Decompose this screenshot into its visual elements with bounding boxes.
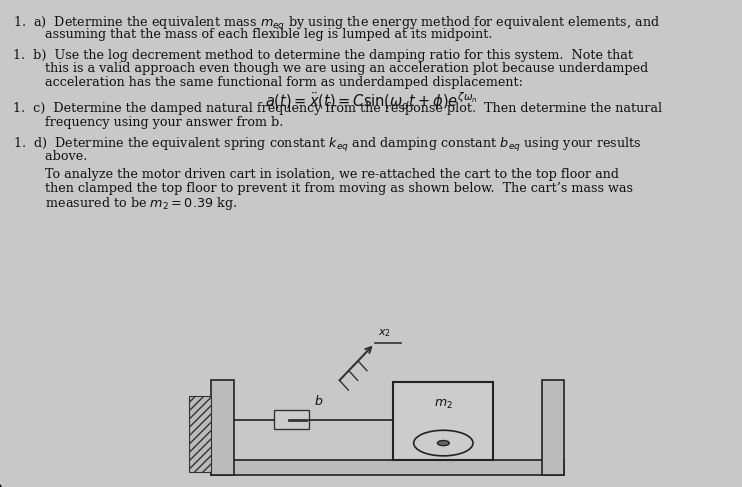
Text: above.: above. bbox=[13, 150, 88, 163]
Text: measured to be $m_2 = 0.39$ kg.: measured to be $m_2 = 0.39$ kg. bbox=[13, 195, 237, 212]
Text: $m_2$: $m_2$ bbox=[434, 397, 453, 411]
Text: $b$: $b$ bbox=[315, 393, 324, 408]
Bar bbox=[274, 410, 309, 430]
Bar bbox=[211, 460, 564, 475]
Ellipse shape bbox=[438, 441, 450, 446]
FancyArrow shape bbox=[0, 485, 1, 487]
Text: acceleration has the same functional form as underdamped displacement:: acceleration has the same functional for… bbox=[13, 76, 523, 89]
Text: 1.  b)  Use the log decrement method to determine the damping ratio for this sys: 1. b) Use the log decrement method to de… bbox=[13, 49, 634, 62]
Text: To analyze the motor driven cart in isolation, we re-attached the cart to the to: To analyze the motor driven cart in isol… bbox=[13, 168, 620, 181]
Bar bbox=[393, 382, 493, 460]
Bar bbox=[542, 380, 564, 475]
Bar bbox=[189, 396, 211, 472]
Text: frequency using your answer from b.: frequency using your answer from b. bbox=[13, 116, 283, 129]
Text: then clamped the top floor to prevent it from moving as shown below.  The cart’s: then clamped the top floor to prevent it… bbox=[13, 182, 634, 195]
Text: assuming that the mass of each flexible leg is lumped at its midpoint.: assuming that the mass of each flexible … bbox=[13, 28, 493, 41]
Ellipse shape bbox=[414, 431, 473, 456]
Text: this is a valid approach even though we are using an acceleration plot because u: this is a valid approach even though we … bbox=[13, 62, 649, 75]
Text: 1.  a)  Determine the equivalent mass $m_{eq}$ by using the energy method for eq: 1. a) Determine the equivalent mass $m_{… bbox=[13, 15, 660, 33]
Text: 1.  c)  Determine the damped natural frequency from the response plot.  Then det: 1. c) Determine the damped natural frequ… bbox=[13, 102, 663, 115]
Text: 1.  d)  Determine the equivalent spring constant $k_{eq}$ and damping constant $: 1. d) Determine the equivalent spring co… bbox=[13, 136, 642, 154]
Text: $x_2$: $x_2$ bbox=[378, 328, 392, 339]
Bar bbox=[211, 380, 234, 475]
Text: $a(t) = \ddot{x}(t) = C\sin(\omega_d t + \phi)e^{\zeta\omega_n}$: $a(t) = \ddot{x}(t) = C\sin(\omega_d t +… bbox=[265, 90, 477, 112]
